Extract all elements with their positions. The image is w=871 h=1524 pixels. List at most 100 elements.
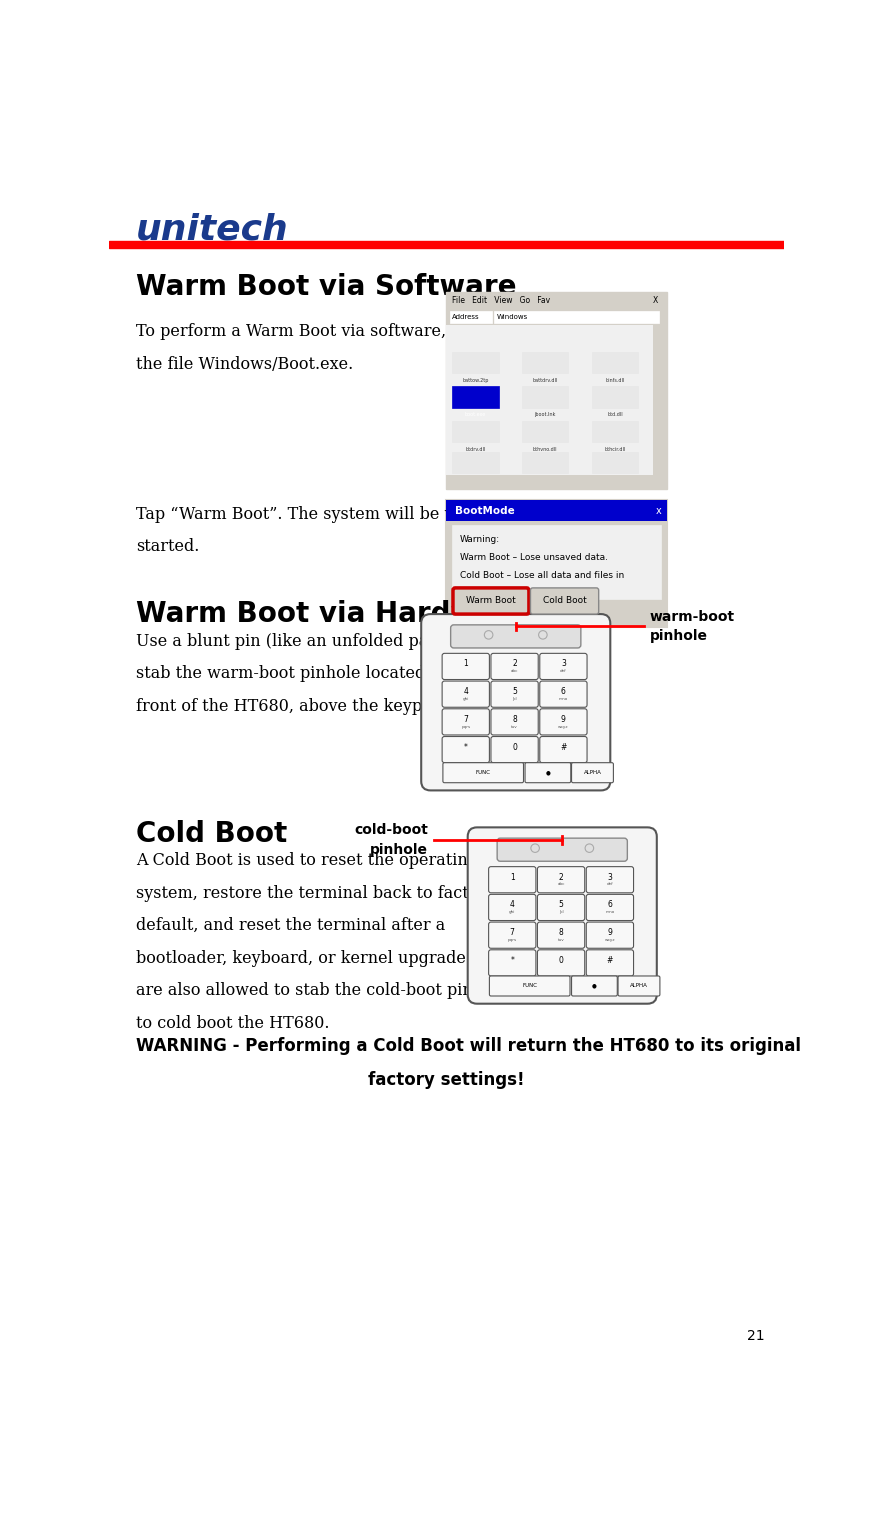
Text: btd.dll: btd.dll (607, 413, 623, 418)
Text: bthcir.dll: bthcir.dll (604, 447, 625, 453)
FancyBboxPatch shape (491, 736, 538, 762)
Text: Tap “Warm Boot”. The system will be warm
started.: Tap “Warm Boot”. The system will be warm… (136, 506, 490, 555)
FancyBboxPatch shape (530, 588, 598, 614)
Bar (522, 421, 569, 442)
Bar (446, 293, 667, 309)
FancyBboxPatch shape (450, 625, 581, 648)
FancyBboxPatch shape (618, 975, 660, 997)
FancyBboxPatch shape (586, 922, 633, 948)
FancyBboxPatch shape (491, 709, 538, 735)
Text: boot.exe: boot.exe (465, 413, 486, 418)
Bar (446, 309, 667, 325)
Bar (450, 311, 492, 323)
Bar (591, 352, 638, 373)
FancyBboxPatch shape (489, 922, 536, 948)
Text: jkl: jkl (512, 696, 517, 701)
Bar (109, 241, 784, 247)
Text: unitech: unitech (136, 212, 289, 247)
Bar (591, 386, 638, 408)
FancyBboxPatch shape (489, 895, 536, 920)
Bar (522, 352, 569, 373)
Text: File   Edit   View   Go   Fav: File Edit View Go Fav (452, 296, 550, 305)
Text: battow.2tp: battow.2tp (463, 378, 489, 383)
Text: battdrv.dll: battdrv.dll (532, 378, 557, 383)
Text: ALPHA: ALPHA (584, 770, 601, 776)
Text: ALPHA: ALPHA (630, 983, 648, 989)
Bar (446, 293, 667, 489)
Text: btdrv.dll: btdrv.dll (465, 447, 485, 453)
Text: ghi: ghi (463, 696, 469, 701)
Text: RAM !: RAM ! (460, 588, 486, 597)
FancyBboxPatch shape (525, 762, 571, 783)
Bar (591, 451, 638, 472)
Text: A Cold Boot is used to reset the operating
system, restore the terminal back to : A Cold Boot is used to reset the operati… (136, 852, 508, 1032)
Bar (591, 421, 638, 442)
Text: BootMode: BootMode (456, 506, 515, 515)
Text: mno: mno (605, 910, 615, 914)
Bar (446, 474, 653, 489)
Text: *: * (464, 742, 468, 751)
Text: 7: 7 (510, 928, 515, 937)
FancyBboxPatch shape (422, 614, 611, 791)
Text: jkl: jkl (559, 910, 564, 914)
Text: 4: 4 (510, 901, 515, 910)
Text: 7: 7 (463, 715, 469, 724)
Text: mno: mno (559, 696, 568, 701)
Text: 1: 1 (510, 873, 515, 882)
Bar (522, 386, 569, 408)
Bar (446, 500, 667, 521)
Text: bthvno.dll: bthvno.dll (533, 447, 557, 453)
Text: 3: 3 (561, 660, 566, 669)
FancyBboxPatch shape (491, 654, 538, 680)
FancyBboxPatch shape (537, 895, 584, 920)
Text: Cold Boot: Cold Boot (136, 820, 287, 847)
FancyBboxPatch shape (586, 949, 633, 975)
FancyBboxPatch shape (442, 736, 490, 762)
FancyBboxPatch shape (537, 922, 584, 948)
Bar (494, 311, 659, 323)
Text: Warm Boot – Lose unsaved data.: Warm Boot – Lose unsaved data. (460, 553, 608, 562)
Text: Use a blunt pin (like an unfolded paper clip) to
stab the warm-boot pinhole loca: Use a blunt pin (like an unfolded paper … (136, 632, 518, 715)
Text: abc: abc (511, 669, 518, 674)
FancyBboxPatch shape (586, 895, 633, 920)
FancyBboxPatch shape (442, 709, 490, 735)
Text: wxyz: wxyz (558, 724, 569, 728)
Text: FUNC: FUNC (476, 770, 490, 776)
Text: tuv: tuv (557, 937, 564, 942)
Text: 5: 5 (512, 687, 517, 696)
FancyBboxPatch shape (540, 654, 587, 680)
Bar (522, 451, 569, 472)
Text: x: x (655, 506, 661, 515)
Text: X: X (653, 296, 658, 305)
Text: 8: 8 (558, 928, 564, 937)
Text: 0: 0 (558, 956, 564, 965)
Text: 8: 8 (512, 715, 517, 724)
Bar (446, 500, 667, 628)
Text: factory settings!: factory settings! (368, 1071, 524, 1090)
Text: 3: 3 (607, 873, 612, 882)
FancyBboxPatch shape (442, 654, 490, 680)
Bar (452, 524, 661, 599)
Text: Warm Boot via Software: Warm Boot via Software (136, 273, 517, 300)
Text: 9: 9 (561, 715, 566, 724)
FancyBboxPatch shape (468, 828, 657, 1004)
Text: *: * (510, 956, 514, 965)
Text: cold-boot: cold-boot (354, 823, 429, 837)
Text: warm-boot: warm-boot (650, 610, 735, 625)
Text: 9: 9 (607, 928, 612, 937)
Bar (452, 386, 499, 408)
FancyBboxPatch shape (571, 975, 618, 997)
Text: Warm Boot via Hardware: Warm Boot via Hardware (136, 600, 528, 628)
Bar (452, 421, 499, 442)
Text: 2: 2 (558, 873, 564, 882)
Text: wxyz: wxyz (604, 937, 615, 942)
Text: pinhole: pinhole (650, 629, 708, 643)
Text: 1: 1 (463, 660, 468, 669)
Bar (653, 325, 667, 474)
Text: Address: Address (452, 314, 480, 320)
Text: FUNC: FUNC (523, 983, 537, 989)
Text: tuv: tuv (511, 724, 518, 728)
Text: ●: ● (545, 770, 550, 776)
FancyBboxPatch shape (442, 762, 523, 783)
Text: 4: 4 (463, 687, 469, 696)
